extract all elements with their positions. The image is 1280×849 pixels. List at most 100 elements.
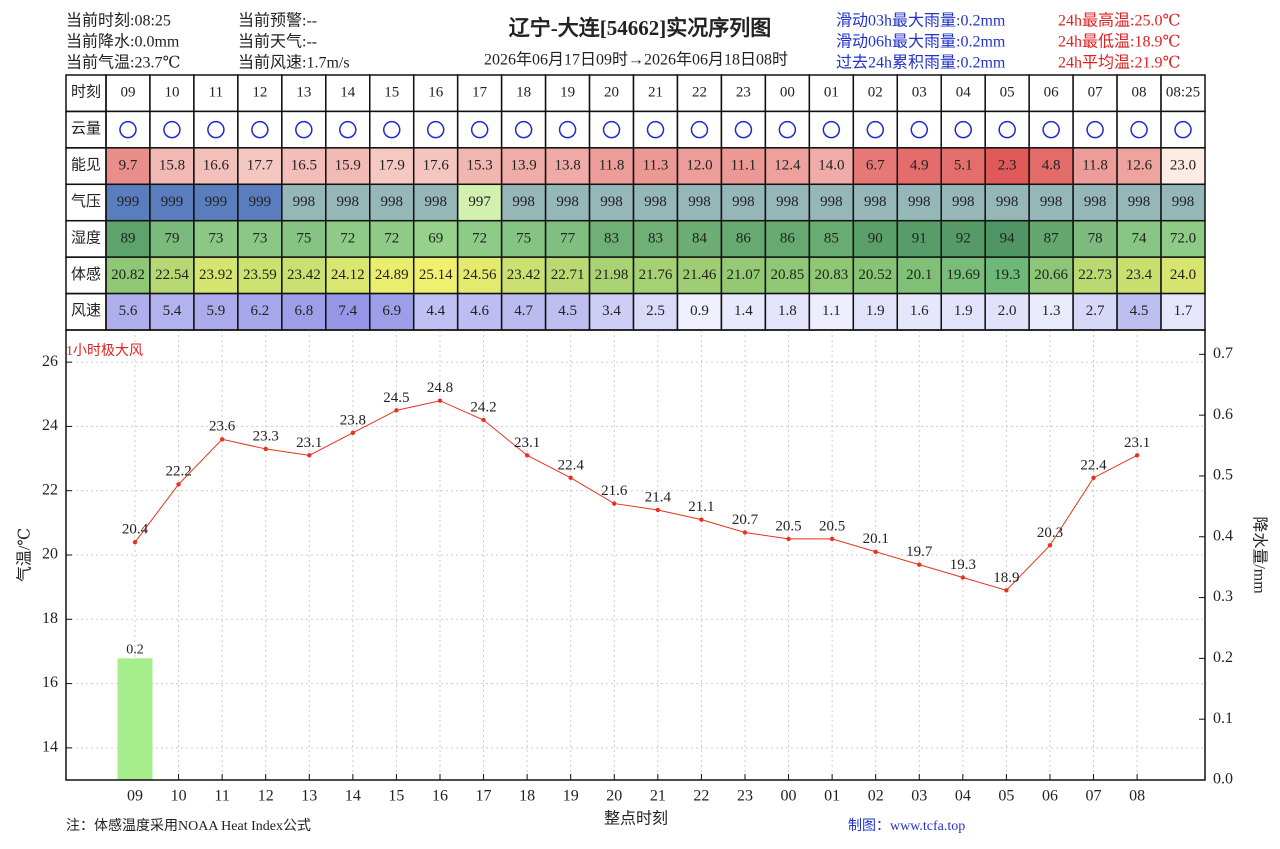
info-text: 滑动03h最大雨量:0.2mm bbox=[836, 12, 1006, 30]
temp-label: 20.1 bbox=[863, 531, 889, 547]
table-cell bbox=[544, 147, 591, 186]
table-value: 00 bbox=[780, 85, 795, 101]
info-text: 24h最低温:18.9℃ bbox=[1058, 33, 1180, 51]
table-cell bbox=[1072, 110, 1118, 149]
row-label: 云量 bbox=[71, 121, 101, 137]
x-tick-label: 06 bbox=[1042, 788, 1058, 805]
temp-label: 19.3 bbox=[950, 557, 976, 573]
table-value: 998 bbox=[952, 194, 975, 210]
table-cell bbox=[149, 74, 195, 113]
table-cell bbox=[1160, 147, 1206, 186]
table-value: 20.82 bbox=[111, 267, 145, 283]
table-cell bbox=[105, 219, 151, 258]
table-cell bbox=[852, 292, 899, 331]
table-value: 18 bbox=[516, 85, 531, 101]
table-cell bbox=[720, 147, 767, 186]
table-cell bbox=[984, 74, 1030, 113]
footer-credit: 制图：www.tcfa.top bbox=[848, 818, 965, 834]
table-value: 6.8 bbox=[294, 303, 313, 319]
table-value: 998 bbox=[996, 194, 1019, 210]
table-cell bbox=[1072, 74, 1118, 113]
temp-point bbox=[873, 549, 878, 554]
temp-point bbox=[481, 417, 486, 423]
table-cell bbox=[412, 74, 459, 113]
temp-point bbox=[1047, 543, 1053, 548]
cloud-symbol bbox=[295, 120, 313, 139]
table-value: 86 bbox=[736, 230, 752, 246]
table-cell bbox=[1116, 256, 1162, 295]
table-value: 12.0 bbox=[686, 158, 712, 174]
table-cell bbox=[193, 74, 239, 113]
temp-label: 21.1 bbox=[688, 499, 714, 515]
table-value: 20.83 bbox=[814, 267, 848, 283]
x-tick-label: 04 bbox=[955, 788, 971, 805]
table-value: 998 bbox=[820, 194, 843, 210]
precip-label: 0.2 bbox=[126, 643, 144, 658]
row-label: 气压 bbox=[71, 193, 101, 210]
temp-label: 20.5 bbox=[775, 518, 801, 534]
temp-point bbox=[1004, 588, 1009, 593]
table-cell bbox=[544, 219, 591, 258]
table-cell bbox=[456, 110, 503, 149]
table-cell bbox=[1028, 256, 1074, 295]
table-value: 998 bbox=[1172, 194, 1195, 210]
cloud-symbol bbox=[163, 120, 181, 139]
cloud-symbol bbox=[558, 120, 577, 139]
table-value: 23.42 bbox=[287, 267, 321, 283]
table-cell bbox=[544, 256, 591, 295]
cloud-symbol bbox=[382, 120, 401, 139]
y2-tick-label: 0.5 bbox=[1213, 467, 1233, 484]
table-value: 22 bbox=[692, 85, 707, 101]
table-value: 17 bbox=[472, 85, 488, 101]
table-value: 92 bbox=[956, 230, 971, 246]
table-cell bbox=[588, 74, 635, 113]
cloud-symbol bbox=[1042, 120, 1060, 139]
temp-label: 23.1 bbox=[296, 435, 322, 451]
table-value: 20 bbox=[604, 85, 619, 101]
table-value: 2.3 bbox=[998, 158, 1017, 174]
temp-point bbox=[612, 501, 617, 506]
x-tick-label: 01 bbox=[824, 788, 840, 805]
table-cell bbox=[984, 147, 1030, 186]
table-value: 78 bbox=[1088, 230, 1103, 246]
table-value: 08:25 bbox=[1166, 85, 1200, 101]
table-value: 4.7 bbox=[514, 303, 533, 319]
table-value: 85 bbox=[824, 230, 839, 246]
y-tick-label: 14 bbox=[42, 739, 58, 756]
table-value: 84 bbox=[692, 230, 708, 246]
table-value: 1.8 bbox=[778, 303, 797, 319]
table-value: 998 bbox=[512, 194, 535, 210]
cloud-symbol bbox=[822, 120, 841, 139]
table-cell bbox=[105, 74, 151, 113]
table-cell bbox=[500, 74, 547, 113]
table-value: 12 bbox=[252, 85, 267, 101]
table-cell bbox=[1028, 147, 1074, 186]
table-cell bbox=[720, 74, 767, 113]
y-tick-label: 18 bbox=[42, 610, 58, 627]
table-value: 1.6 bbox=[910, 303, 929, 319]
cloud-symbol bbox=[1174, 120, 1192, 139]
temp-label: 22.4 bbox=[1080, 457, 1107, 473]
table-value: 11 bbox=[209, 85, 223, 101]
temp-point bbox=[263, 446, 268, 452]
cloud-symbol bbox=[207, 120, 225, 139]
table-value: 07 bbox=[1088, 85, 1104, 101]
table-cell bbox=[720, 110, 767, 149]
table-cell bbox=[764, 147, 811, 186]
table-cell bbox=[852, 74, 899, 113]
table-value: 87 bbox=[1044, 230, 1060, 246]
chart-subtitle: 2026年06月17日09时→2026年06月18日08时 bbox=[484, 51, 788, 69]
temp-point bbox=[437, 398, 443, 403]
table-cell bbox=[1160, 219, 1206, 258]
table-cell bbox=[896, 183, 942, 222]
table-value: 5.6 bbox=[119, 303, 138, 319]
info-text: 滑动06h最大雨量:0.2mm bbox=[836, 33, 1006, 51]
y2-tick-label: 0.3 bbox=[1213, 588, 1233, 605]
table-value: 1.9 bbox=[954, 303, 973, 319]
chart-title: 辽宁-大连[54662]实况序列图 bbox=[509, 16, 771, 40]
x-tick-label: 11 bbox=[214, 788, 229, 805]
table-value: 20.66 bbox=[1034, 267, 1068, 283]
y-tick-label: 24 bbox=[42, 417, 58, 434]
temp-point bbox=[176, 482, 181, 487]
